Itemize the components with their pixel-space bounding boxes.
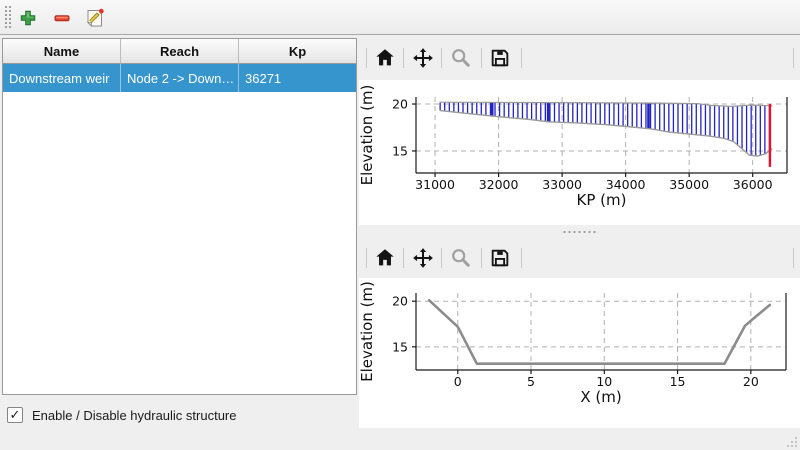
home-icon <box>376 249 394 266</box>
svg-text:10: 10 <box>596 374 612 389</box>
save-icon <box>491 49 509 67</box>
toolbar-separator <box>366 48 367 68</box>
resize-grip-icon[interactable] <box>786 436 798 448</box>
add-structure-button[interactable] <box>15 5 41 31</box>
svg-text:20: 20 <box>392 97 408 112</box>
svg-text:34000: 34000 <box>606 177 646 192</box>
pane-splitter-handle[interactable] <box>562 230 596 235</box>
longitudinal-profile-chart: 31000 32000 33000 34000 35000 36000 15 20 KP (m)… <box>359 80 800 225</box>
enable-structure-row: ✓ Enable / Disable hydraulic structure <box>7 407 237 423</box>
toolbar-separator <box>366 248 367 268</box>
pan-button[interactable] <box>411 246 435 270</box>
zoom-button[interactable] <box>449 46 473 70</box>
home-button[interactable] <box>373 246 397 270</box>
toolbar-separator <box>793 48 794 68</box>
toolbar-separator <box>521 48 522 68</box>
toolbar-separator <box>521 248 522 268</box>
zoom-icon <box>452 49 470 67</box>
edit-structure-button[interactable] <box>81 5 107 31</box>
edit-icon <box>87 8 104 27</box>
save-button[interactable] <box>488 246 512 270</box>
pan-icon <box>413 48 433 68</box>
cross-section-chart: 0 5 10 15 20 15 20 X (m) Elevation (m) <box>359 278 800 428</box>
save-button[interactable] <box>488 46 512 70</box>
table-row[interactable]: Downstream weir Node 2 -> Down… 36271 <box>3 64 356 92</box>
svg-text:15: 15 <box>392 339 408 354</box>
cell-name: Downstream weir <box>3 64 121 92</box>
svg-text:Elevation (m): Elevation (m) <box>359 85 376 186</box>
cell-reach: Node 2 -> Down… <box>121 64 239 92</box>
column-header-name[interactable]: Name <box>3 39 121 64</box>
svg-text:5: 5 <box>527 374 535 389</box>
main-toolbar <box>0 0 800 35</box>
svg-text:35000: 35000 <box>669 177 709 192</box>
svg-text:20: 20 <box>743 374 759 389</box>
minus-icon <box>54 15 70 22</box>
enable-structure-checkbox[interactable]: ✓ <box>7 407 23 423</box>
home-button[interactable] <box>373 46 397 70</box>
svg-text:15: 15 <box>392 143 408 158</box>
toolbar-separator <box>441 48 442 68</box>
toolbar-drag-handle[interactable] <box>4 5 11 30</box>
svg-text:15: 15 <box>670 374 686 389</box>
remove-structure-button[interactable] <box>49 5 75 31</box>
svg-text:32000: 32000 <box>479 177 519 192</box>
save-icon <box>491 249 509 267</box>
plus-icon <box>20 10 36 26</box>
pan-icon <box>413 248 433 268</box>
zoom-icon <box>452 249 470 267</box>
column-header-kp[interactable]: Kp <box>239 39 356 64</box>
zoom-button[interactable] <box>449 246 473 270</box>
svg-text:Elevation (m): Elevation (m) <box>359 281 376 382</box>
svg-text:31000: 31000 <box>415 177 455 192</box>
toolbar-separator <box>403 248 404 268</box>
table-header: Name Reach Kp <box>3 39 356 64</box>
toolbar-separator <box>481 48 482 68</box>
toolbar-separator <box>793 248 794 268</box>
toolbar-separator <box>441 248 442 268</box>
svg-text:36000: 36000 <box>733 177 773 192</box>
svg-text:20: 20 <box>392 294 408 309</box>
home-icon <box>376 49 394 66</box>
pan-button[interactable] <box>411 46 435 70</box>
svg-text:33000: 33000 <box>542 177 582 192</box>
svg-text:0: 0 <box>454 374 462 389</box>
svg-text:KP (m): KP (m) <box>577 191 627 209</box>
cell-kp: 36271 <box>245 70 282 86</box>
svg-text:X (m): X (m) <box>580 388 621 406</box>
column-header-reach[interactable]: Reach <box>121 39 239 64</box>
structures-table: Name Reach Kp Downstream weir Node 2 -> … <box>2 38 357 395</box>
enable-structure-label: Enable / Disable hydraulic structure <box>32 407 237 423</box>
toolbar-separator <box>481 248 482 268</box>
toolbar-separator <box>403 48 404 68</box>
